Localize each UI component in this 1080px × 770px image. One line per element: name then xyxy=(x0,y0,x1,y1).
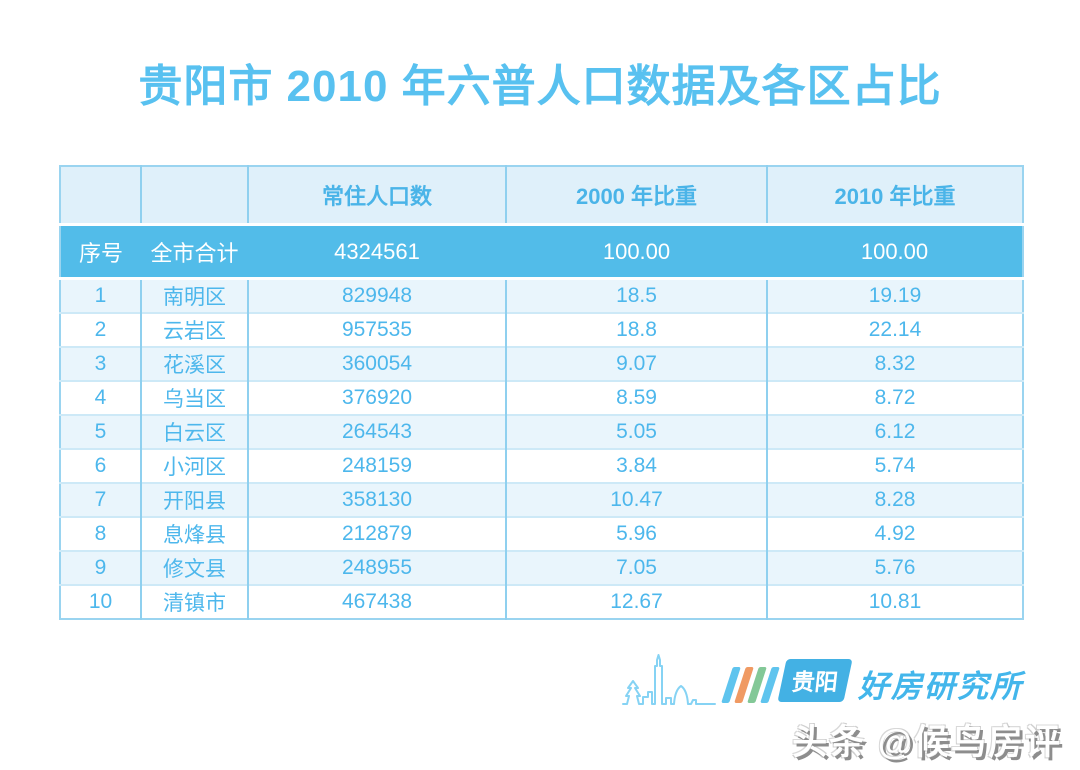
city-skyline-icon xyxy=(622,654,716,705)
table-row: 3 花溪区 360054 9.07 8.32 xyxy=(60,346,1023,381)
brand-stripes-icon xyxy=(721,667,780,703)
cell-share-2000: 8.59 xyxy=(505,380,767,415)
cell-district: 息烽县 xyxy=(140,516,248,551)
table-row: 1 南明区 829948 18.5 19.19 xyxy=(60,278,1023,313)
population-table: 常住人口数 2000 年比重 2010 年比重 序号 全市合计 4324561 … xyxy=(59,165,1024,620)
cell-population: 957535 xyxy=(247,312,506,347)
cell-no: 1 xyxy=(94,284,107,307)
cell-population: 212879 xyxy=(247,516,506,551)
cell-share-2010: 22.14 xyxy=(766,312,1023,347)
total-row: 序号 全市合计 4324561 100.00 100.00 xyxy=(60,223,1023,280)
cell-district: 修文县 xyxy=(140,550,248,585)
cell-share-2000: 10.47 xyxy=(505,482,767,517)
toutiao-watermark: 头条 @候鸟房评 xyxy=(792,723,1062,762)
cell-share-2000: 5.05 xyxy=(505,414,767,449)
cell-share-2010: 5.76 xyxy=(766,550,1023,585)
cell-district: 南明区 xyxy=(140,278,248,313)
guiyang-badge: 贵阳 xyxy=(777,659,853,702)
cell-share-2000: 7.05 xyxy=(505,550,767,585)
header-cell-empty-2 xyxy=(140,166,248,225)
cell-no: 6 xyxy=(60,448,141,483)
population-table-container: 常住人口数 2000 年比重 2010 年比重 序号 全市合计 4324561 … xyxy=(59,165,1024,620)
total-cell-no-label: 序号 xyxy=(60,223,141,280)
table-header-row: 常住人口数 2000 年比重 2010 年比重 xyxy=(60,166,1023,225)
cell-district: 小河区 xyxy=(140,448,248,483)
cell-population: 264543 xyxy=(247,414,506,449)
cell-share-2000: 3.84 xyxy=(505,448,767,483)
table-row: 8 息烽县 212879 5.96 4.92 xyxy=(60,516,1023,551)
cell-share-2000: 9.07 xyxy=(505,346,767,381)
cell-share-2000: 5.96 xyxy=(505,516,767,551)
brand-logo: 贵阳 好房研究所 xyxy=(621,650,1023,710)
cell-district: 白云区 xyxy=(140,414,248,449)
cell-share-2010: 8.32 xyxy=(766,346,1023,381)
cell-district: 乌当区 xyxy=(140,380,248,415)
brand-name: 好房研究所 xyxy=(858,669,1023,704)
table-row: 10 清镇市 467438 12.67 10.81 xyxy=(60,584,1023,619)
table-row: 9 修文县 248955 7.05 5.76 xyxy=(60,550,1023,585)
cell-population: 376920 xyxy=(247,380,506,415)
cell-district: 云岩区 xyxy=(140,312,248,347)
table-row: 7 开阳县 358130 10.47 8.28 xyxy=(60,482,1023,517)
header-cell-empty-1 xyxy=(60,166,141,225)
cell-district: 开阳县 xyxy=(140,482,248,517)
guiyang-badge-label: 贵阳 xyxy=(790,669,840,695)
table-row: 2 云岩区 957535 18.8 22.14 xyxy=(60,312,1023,347)
cell-no: 7 xyxy=(60,482,141,517)
cell-share-2010: 8.72 xyxy=(766,380,1023,415)
cell-share-2000: 18.5 xyxy=(505,278,767,313)
cell-share-2010: 10.81 xyxy=(766,584,1023,619)
cell-population: 248159 xyxy=(247,448,506,483)
cell-population: 467438 xyxy=(247,584,506,619)
cell-district: 清镇市 xyxy=(140,584,248,619)
cell-no: 8 xyxy=(60,516,141,551)
table-row: 5 白云区 264543 5.05 6.12 xyxy=(60,414,1023,449)
cell-population: 360054 xyxy=(247,346,506,381)
total-cell-share-2010: 100.00 xyxy=(767,223,1023,280)
total-cell-population: 4324561 xyxy=(248,223,506,280)
header-cell-share-2010: 2010 年比重 xyxy=(766,166,1023,225)
cell-no: 2 xyxy=(60,312,141,347)
cell-population: 248955 xyxy=(247,550,506,585)
cell-district: 花溪区 xyxy=(140,346,248,381)
cell-share-2010: 6.12 xyxy=(766,414,1023,449)
cell-no: 4 xyxy=(60,380,141,415)
table-row: 6 小河区 248159 3.84 5.74 xyxy=(60,448,1023,483)
cell-share-2000: 18.8 xyxy=(505,312,767,347)
header-cell-share-2000: 2000 年比重 xyxy=(505,166,767,225)
cell-population: 358130 xyxy=(247,482,506,517)
cell-share-2000: 12.67 xyxy=(505,584,767,619)
cell-no: 9 xyxy=(60,550,141,585)
cell-share-2010: 8.28 xyxy=(766,482,1023,517)
cell-share-2010: 4.92 xyxy=(766,516,1023,551)
cell-population: 829948 xyxy=(247,278,506,313)
cell-share-2010: 5.74 xyxy=(766,448,1023,483)
table-row: 4 乌当区 376920 8.59 8.72 xyxy=(60,380,1023,415)
total-cell-label: 全市合计 xyxy=(141,223,248,280)
total-cell-share-2000: 100.00 xyxy=(506,223,767,280)
cell-share-2010: 19.19 xyxy=(766,278,1023,313)
cell-no: 10 xyxy=(60,584,141,619)
cell-no: 5 xyxy=(60,414,141,449)
page-title: 贵阳市 2010 年六普人口数据及各区占比 xyxy=(138,62,942,111)
cell-no: 3 xyxy=(60,346,141,381)
header-cell-population: 常住人口数 xyxy=(247,166,506,225)
